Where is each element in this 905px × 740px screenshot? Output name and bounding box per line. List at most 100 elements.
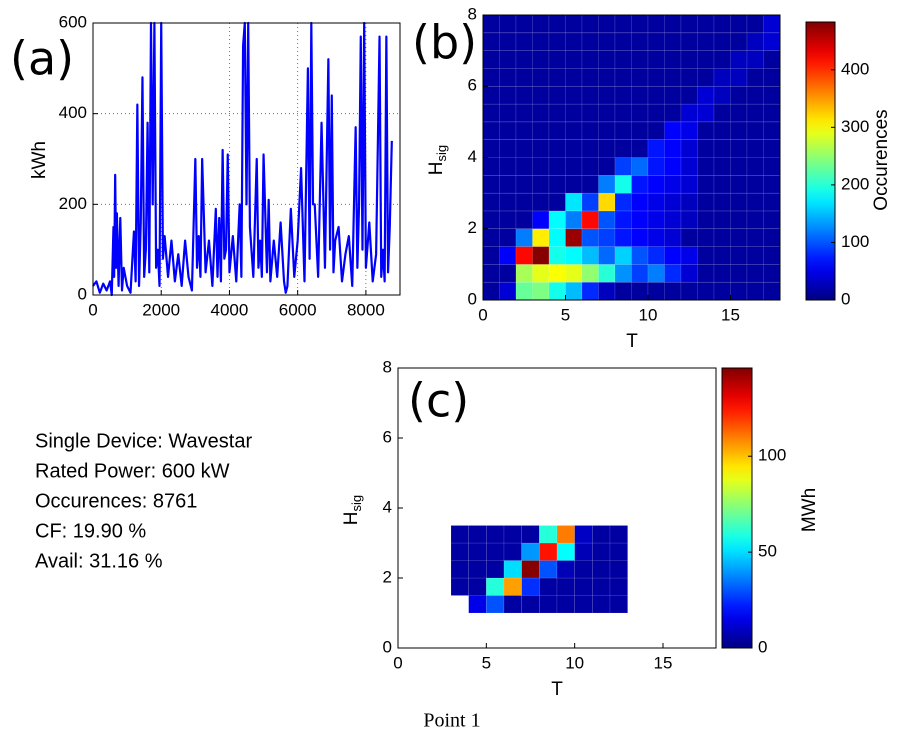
heat-cell xyxy=(763,68,781,87)
heat-cell xyxy=(697,103,715,123)
heat-cell xyxy=(614,210,632,230)
heat-cell xyxy=(697,139,715,158)
y-tick-label: 2 xyxy=(383,567,392,586)
heat-cell xyxy=(499,192,517,212)
heat-cell xyxy=(647,32,665,51)
heat-cell xyxy=(482,103,500,123)
heat-cell xyxy=(763,281,781,301)
info-line: Occurences: 8761 xyxy=(35,490,197,512)
heat-cell xyxy=(697,210,715,230)
heat-cell xyxy=(598,121,616,140)
heat-cell xyxy=(468,542,487,561)
heat-cell xyxy=(532,246,550,265)
heat-cell xyxy=(680,175,698,194)
heat-cell xyxy=(565,121,583,140)
info-line: Rated Power: 600 kW xyxy=(35,460,230,482)
heat-cell xyxy=(680,246,698,265)
axes-frame xyxy=(482,14,781,301)
x-tick-label: 2000 xyxy=(142,300,180,319)
heat-cell xyxy=(763,85,781,105)
heat-cell xyxy=(730,139,748,158)
y-tick-label: 8 xyxy=(383,357,392,376)
panel-label: (b) xyxy=(412,16,477,70)
heat-cell xyxy=(503,577,522,596)
heat-cell xyxy=(521,525,540,544)
heat-cell xyxy=(532,121,550,140)
heat-cell xyxy=(730,264,748,283)
heat-cell xyxy=(664,139,682,158)
heat-cell xyxy=(598,264,616,283)
heat-cell xyxy=(565,68,583,87)
heat-cell xyxy=(763,139,781,158)
heat-cell xyxy=(746,121,764,140)
heat-cell xyxy=(647,175,665,194)
heat-cell xyxy=(631,210,649,230)
heat-cell xyxy=(548,103,566,123)
heat-cell xyxy=(482,50,500,69)
heat-cell xyxy=(713,228,731,247)
y-tick-label: 4 xyxy=(468,147,477,166)
y-tick-label: 0 xyxy=(383,637,392,656)
heat-cell xyxy=(515,192,533,212)
heat-cell xyxy=(647,228,665,247)
heat-cell xyxy=(614,32,632,51)
heat-cell xyxy=(763,246,781,265)
heat-cell xyxy=(515,85,533,105)
heat-cell xyxy=(515,121,533,140)
heat-cell xyxy=(539,542,558,561)
heat-cell xyxy=(746,175,764,194)
heat-cell xyxy=(713,139,731,158)
heat-cell xyxy=(647,85,665,105)
y-axis-label: Hsig xyxy=(341,495,364,525)
heat-cell xyxy=(592,525,611,544)
heat-cell xyxy=(565,228,583,247)
y-tick-label: 2 xyxy=(468,218,477,237)
heat-cell xyxy=(515,50,533,69)
heat-cell xyxy=(581,264,599,283)
heat-cell xyxy=(647,14,665,34)
colorbar-tick-label: 300 xyxy=(841,117,869,136)
heat-cell xyxy=(680,121,698,140)
heat-cell xyxy=(581,157,599,176)
heat-cell xyxy=(631,32,649,51)
heat-cell xyxy=(713,264,731,283)
heat-cell xyxy=(499,264,517,283)
heat-cell xyxy=(532,14,550,34)
y-axis-label: kWh xyxy=(29,141,50,179)
heat-cell xyxy=(614,175,632,194)
heat-cell xyxy=(515,228,533,247)
heat-cell xyxy=(482,246,500,265)
heat-cell xyxy=(581,85,599,105)
heat-cell xyxy=(631,192,649,212)
heat-cell xyxy=(532,175,550,194)
heat-cell xyxy=(664,264,682,283)
heat-cell xyxy=(730,85,748,105)
heat-cell xyxy=(581,175,599,194)
heat-cell xyxy=(614,264,632,283)
heat-cell xyxy=(697,85,715,105)
heat-cell xyxy=(697,14,715,34)
x-tick-label: 5 xyxy=(561,305,570,324)
heat-cell xyxy=(609,595,628,614)
heat-cell xyxy=(746,281,764,301)
heat-cell xyxy=(532,264,550,283)
heat-cell xyxy=(614,14,632,34)
heat-cell xyxy=(598,246,616,265)
heat-cell xyxy=(548,281,566,301)
heat-cell xyxy=(730,50,748,69)
heat-cell xyxy=(746,103,764,123)
heat-cell xyxy=(482,192,500,212)
heat-cell xyxy=(730,228,748,247)
x-tick-label: 6000 xyxy=(279,300,317,319)
heat-cell xyxy=(548,175,566,194)
heat-cell xyxy=(499,85,517,105)
heat-cell xyxy=(565,210,583,230)
heat-cell xyxy=(499,175,517,194)
heat-cell xyxy=(565,50,583,69)
heat-cell xyxy=(521,577,540,596)
heat-cell xyxy=(763,192,781,212)
heat-cell xyxy=(730,14,748,34)
heat-cell xyxy=(598,68,616,87)
heat-cell xyxy=(515,32,533,51)
heat-cell xyxy=(763,103,781,123)
